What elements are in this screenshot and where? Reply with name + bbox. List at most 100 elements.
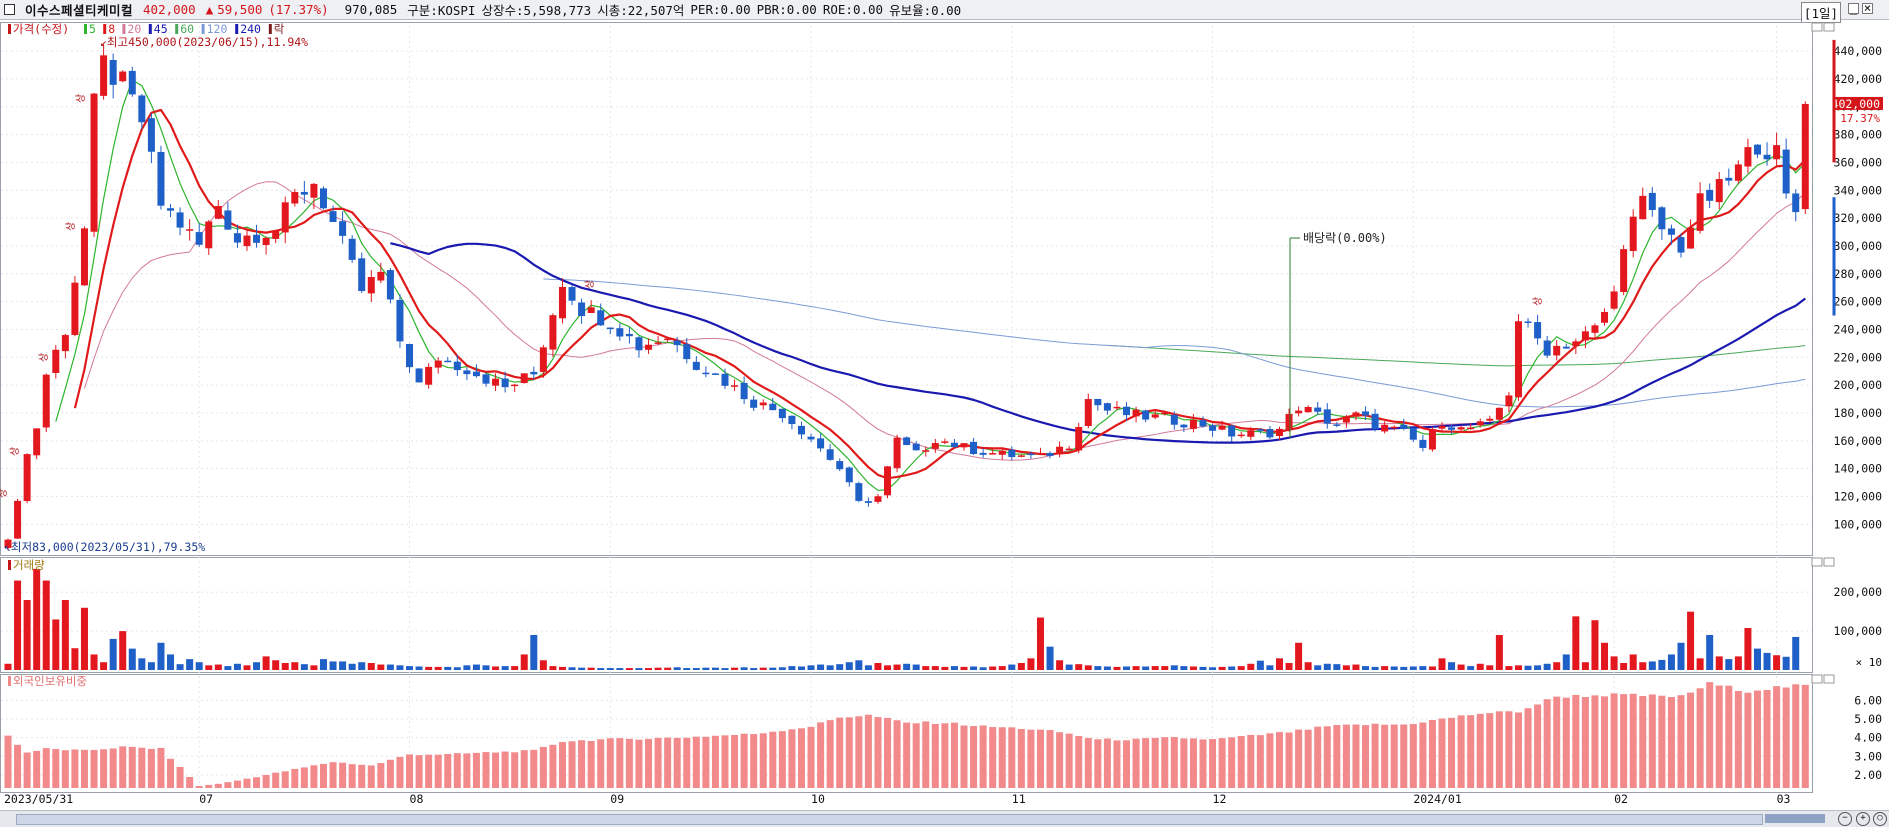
volume-bar: [511, 666, 519, 670]
candle-body: [310, 183, 318, 198]
volume-bar: [1304, 662, 1312, 670]
legend-swatch: [201, 24, 205, 34]
pbr-value: PBR:0.00: [756, 2, 817, 17]
volume-bar: [1639, 662, 1647, 670]
candle-body: [1629, 216, 1637, 252]
candle-body: [1715, 179, 1723, 203]
volume-bar: [1457, 664, 1465, 670]
candle-body: [855, 483, 863, 501]
volume-bar: [1123, 666, 1131, 670]
volume-bar: [186, 659, 194, 670]
foreign-ratio-bar: [396, 756, 404, 788]
foreign-ratio-bar: [1792, 684, 1800, 788]
candle-body: [396, 299, 404, 342]
price-tick-label: 300,000: [1834, 239, 1883, 253]
volume-bar: [119, 631, 127, 670]
foreign-ratio-bar: [195, 786, 203, 788]
foreign-ratio-bar: [1075, 735, 1083, 788]
volume-bar: [549, 666, 557, 670]
minimize-icon[interactable]: _: [1848, 0, 1859, 15]
candle-body: [558, 286, 566, 319]
scroll-track[interactable]: [16, 814, 1763, 825]
foreign-ratio-bar: [1572, 694, 1580, 788]
volume-bar: [1419, 666, 1427, 670]
legend-swatch: [103, 24, 107, 34]
foreign-ratio-bar: [874, 717, 882, 788]
volume-bar: [778, 667, 786, 670]
volume-bar: [1151, 666, 1159, 670]
candle-body: [71, 282, 79, 335]
foreign-ratio-bar: [1132, 738, 1140, 788]
candle-body: [1209, 425, 1217, 431]
candle-body: [339, 221, 347, 236]
date-label: 07: [199, 792, 213, 806]
last-price-tag: [1833, 96, 1883, 110]
candle-body: [530, 371, 538, 375]
price-tick-label: 120,000: [1834, 489, 1883, 503]
high-price-annotation: ↙최고450,000(2023/06/15),11.94%: [100, 35, 308, 49]
volume-bar: [558, 666, 566, 670]
candle-body: [520, 373, 528, 384]
candle-body: [463, 370, 471, 375]
scroll-thumb[interactable]: [1765, 814, 1825, 823]
foreign-ratio-bar: [186, 776, 194, 788]
foreign-ratio-bar: [262, 774, 270, 788]
close-icon[interactable]: ×: [1862, 0, 1873, 15]
candle-body: [568, 287, 576, 301]
candle-body: [14, 500, 22, 539]
candle-body: [1792, 193, 1800, 213]
foreign-ratio-bar: [1103, 738, 1111, 788]
volume-bar: [941, 666, 949, 670]
foreign-ratio-bar: [1409, 724, 1417, 788]
period-selector[interactable]: [1일]: [1800, 2, 1841, 23]
zoom-in-icon[interactable]: +: [1856, 812, 1870, 826]
volume-bar: [224, 666, 232, 670]
candle-body: [979, 452, 987, 455]
volume-bar: [1486, 665, 1494, 670]
limit-up-marker: 상: [0, 489, 9, 498]
foreign-ratio-bar: [1084, 737, 1092, 788]
foreign-ratio-bar: [214, 783, 222, 788]
foreign-ratio-bar: [453, 753, 461, 788]
zoom-out-icon[interactable]: −: [1838, 812, 1852, 826]
candle-body: [989, 453, 997, 455]
candle-body: [731, 385, 739, 387]
volume-bar: [1209, 667, 1217, 670]
volume-bar: [673, 667, 681, 670]
candle-body: [692, 361, 700, 370]
foreign-ratio-bar: [578, 740, 586, 788]
foreign-ratio-bar: [109, 748, 117, 788]
select-checkbox[interactable]: [4, 4, 15, 15]
volume-bar: [750, 668, 758, 670]
date-label: 03: [1777, 792, 1791, 806]
candle-body: [750, 399, 758, 408]
volume-bar: [1620, 663, 1628, 670]
candle-body: [300, 191, 308, 195]
foreign-ratio-bar: [1256, 735, 1264, 788]
candle-body: [348, 238, 356, 260]
foreign-ratio-bar: [319, 763, 327, 788]
foreign-ratio-bar: [1027, 729, 1035, 788]
stock-name[interactable]: 이수스페셜티케미컬: [25, 3, 134, 18]
volume-bar: [348, 663, 356, 670]
price-tick-label: 200,000: [1834, 378, 1883, 392]
volume-bar: [731, 667, 739, 670]
foreign-ratio-bar: [1734, 690, 1742, 788]
volume-bar: [1581, 662, 1589, 670]
horizontal-scrollbar[interactable]: − + ○: [0, 810, 1889, 827]
zoom-reset-icon[interactable]: ○: [1873, 812, 1887, 826]
volume-bar: [817, 664, 825, 670]
foreign-ratio-bar: [1658, 695, 1666, 788]
foreign-ratio-bar: [673, 737, 681, 788]
foreign-ratio-bar: [1151, 737, 1159, 788]
volume-bar: [138, 658, 146, 670]
foreign-ratio-bar: [645, 738, 653, 788]
foreign-ratio-bar: [348, 764, 356, 788]
candle-body: [1371, 413, 1379, 430]
volume-bar: [1295, 642, 1303, 670]
volume-bar: [1094, 666, 1102, 670]
volume-bar: [253, 662, 261, 670]
volume-bar: [874, 663, 882, 670]
foreign-ratio-bar: [998, 727, 1006, 788]
volume-bar: [530, 635, 538, 670]
